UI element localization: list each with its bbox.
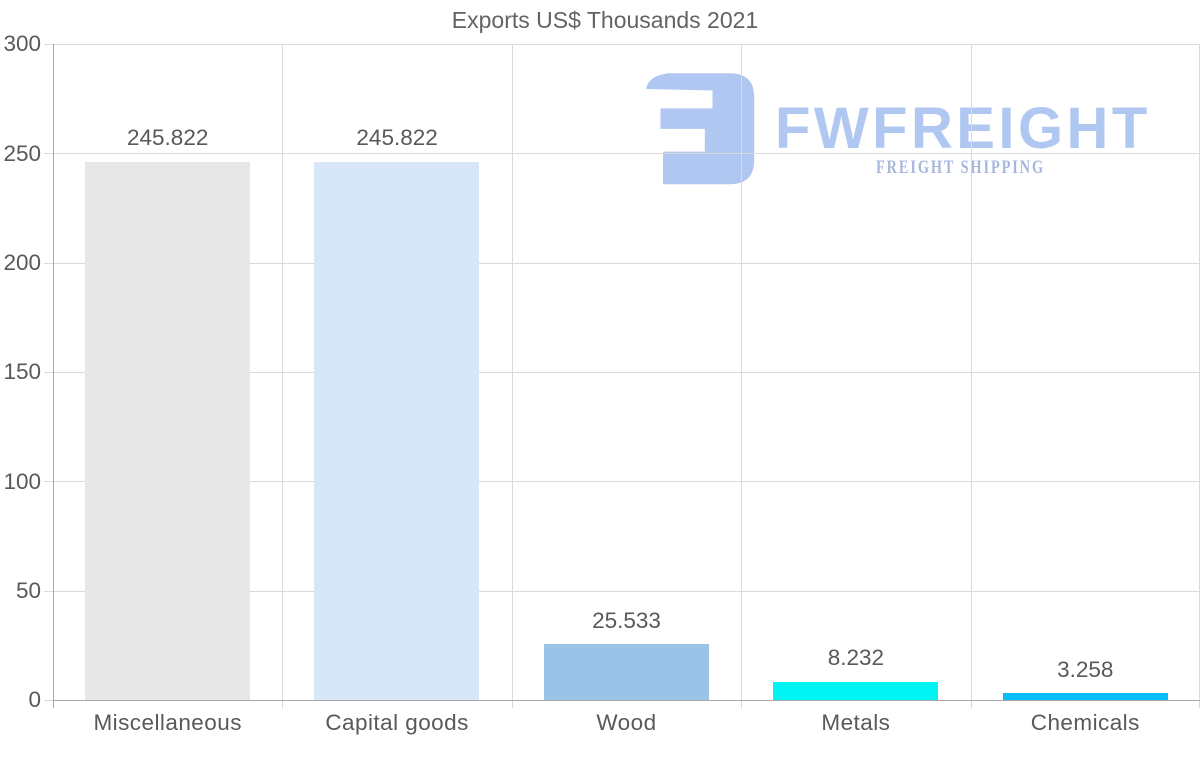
- svg-text:FWFREIGHT: FWFREIGHT: [775, 96, 1151, 161]
- svg-text:FREIGHT SHIPPING: FREIGHT SHIPPING: [876, 157, 1045, 178]
